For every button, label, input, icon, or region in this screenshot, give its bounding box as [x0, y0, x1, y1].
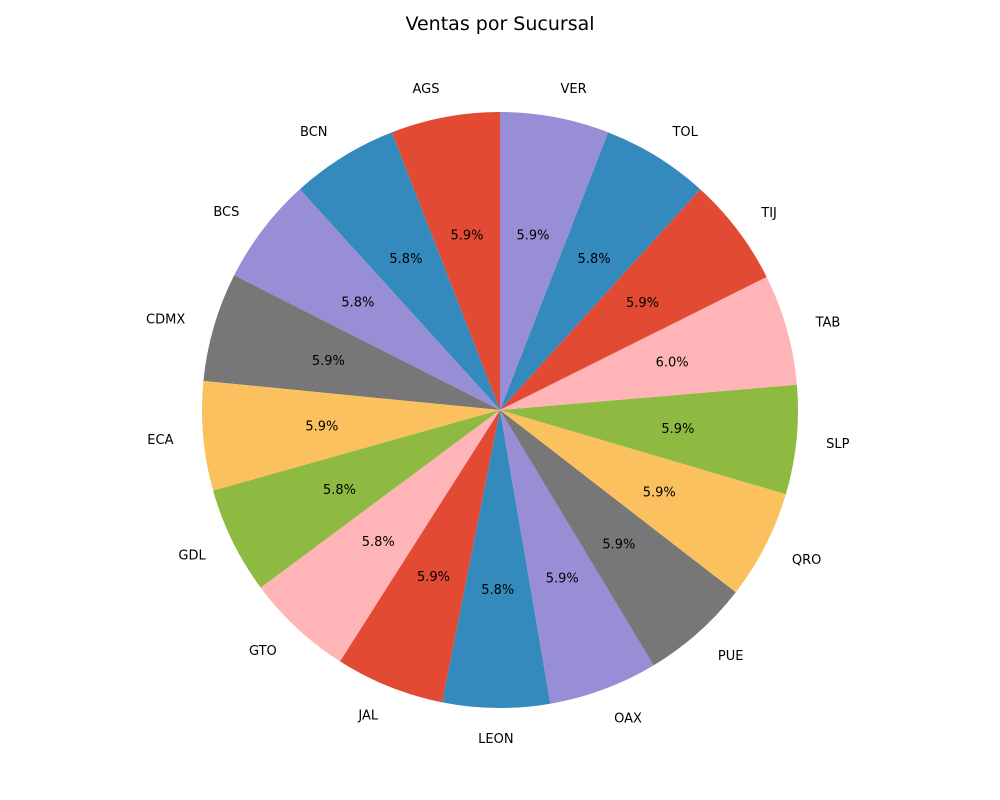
pie-slice-gdl — [213, 410, 501, 588]
slice-label-bcs: BCS — [213, 205, 239, 220]
slice-label-slp: SLP — [826, 437, 849, 452]
pie-slice-bcn — [299, 132, 500, 410]
pie-slice-jal — [340, 410, 500, 703]
slice-label-tol: TOL — [671, 125, 698, 140]
slice-label-gdl: GDL — [178, 548, 206, 563]
pie-slices — [202, 112, 798, 708]
pie-slice-leon — [442, 410, 551, 708]
slice-label-jal: JAL — [357, 708, 378, 723]
percent-label-tij: 5.9% — [626, 296, 659, 311]
slice-label-bcn: BCN — [300, 125, 328, 140]
slice-label-qro: QRO — [792, 553, 822, 568]
percent-label-oax: 5.9% — [546, 572, 579, 587]
percent-label-ags: 5.9% — [450, 228, 483, 243]
percent-label-gdl: 5.8% — [323, 483, 356, 498]
percent-label-tol: 5.8% — [578, 252, 611, 267]
pie-slice-bcs — [234, 189, 500, 410]
pie-labels: AGS 5.9% BCN 5.8% BCS 5.8% CDMX 5.9% ECA 5.9% GDL 5… — [146, 82, 850, 747]
slice-label-ags: AGS — [412, 82, 439, 97]
pie-slice-tab — [500, 276, 797, 410]
slice-label-leon: LEON — [478, 732, 513, 747]
percent-label-qro: 5.9% — [643, 485, 676, 500]
pie-slice-tij — [500, 189, 767, 410]
slice-label-tab: TAB — [815, 315, 841, 330]
percent-label-ver: 5.9% — [517, 228, 550, 243]
pie-slice-qro — [500, 410, 786, 593]
percent-label-bcs: 5.8% — [341, 296, 374, 311]
pie-slice-gto — [260, 410, 500, 662]
slice-label-eca: ECA — [147, 433, 173, 448]
pie-slice-oax — [500, 410, 654, 704]
pie-slice-ver — [500, 112, 609, 410]
percent-label-jal: 5.9% — [417, 570, 450, 585]
pie-slice-tol — [500, 132, 701, 410]
percent-label-cdmx: 5.9% — [312, 354, 345, 369]
pie-slice-slp — [500, 384, 798, 495]
percent-label-bcn: 5.8% — [389, 252, 422, 267]
slice-label-ver: VER — [561, 82, 587, 97]
slice-label-cdmx: CDMX — [146, 312, 185, 327]
pie-slice-cdmx — [203, 275, 501, 410]
slice-label-oax: OAX — [614, 711, 642, 726]
slice-label-tij: TIJ — [760, 206, 777, 221]
slice-label-gto: GTO — [249, 644, 277, 659]
percent-label-eca: 5.9% — [305, 420, 338, 435]
slice-label-pue: PUE — [718, 649, 744, 664]
percent-label-leon: 5.8% — [481, 583, 514, 598]
chart-title: Ventas por Sucursal — [405, 13, 594, 35]
percent-label-pue: 5.9% — [602, 538, 635, 553]
percent-label-gto: 5.8% — [362, 535, 395, 550]
pie-slice-pue — [500, 410, 736, 666]
percent-label-slp: 5.9% — [661, 422, 694, 437]
pie-slice-eca — [202, 380, 500, 491]
pie-slice-ags — [391, 112, 500, 410]
percent-label-tab: 6.0% — [656, 356, 689, 371]
